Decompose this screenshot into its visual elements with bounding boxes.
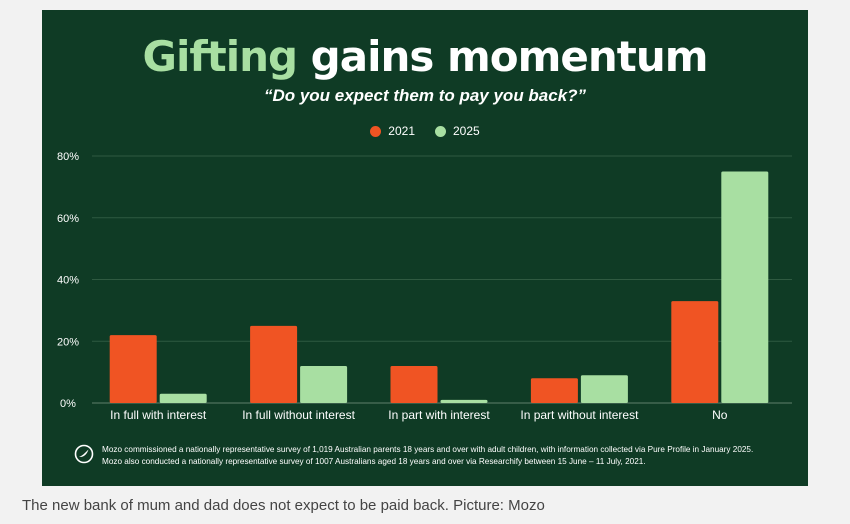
footnote: Mozo commissioned a nationally represent… [74, 444, 794, 468]
infographic-card: Gifting gains momentum “Do you expect th… [42, 10, 808, 486]
x-tick-label-2: In part with interest [388, 408, 490, 422]
x-tick-label-0: In full with interest [110, 408, 207, 422]
footnote-text: Mozo commissioned a nationally represent… [102, 444, 753, 468]
legend-label-0: 2021 [388, 124, 415, 138]
y-tick-label-1: 20% [57, 336, 79, 348]
title-highlight: Gifting [142, 32, 298, 81]
bar-2021-0 [109, 335, 157, 403]
bar-2021-2 [390, 365, 438, 403]
y-tick-label-3: 60% [57, 213, 79, 225]
x-tick-label-3: In part without interest [520, 408, 639, 422]
legend-swatch-0 [370, 125, 382, 137]
bar-2021-4 [671, 301, 719, 403]
y-tick-label-4: 80% [57, 151, 79, 163]
chart-title: Gifting gains momentum [42, 32, 808, 81]
x-tick-label-1: In full without interest [242, 408, 355, 422]
bar-2025-3 [580, 375, 628, 403]
title-rest: gains momentum [297, 32, 709, 81]
bar-2025-4 [721, 171, 769, 403]
legend-item-0: 2021 [370, 124, 415, 138]
image-caption: The new bank of mum and dad does not exp… [22, 497, 545, 514]
bar-2021-3 [530, 378, 578, 403]
y-tick-label-0: 0% [60, 398, 76, 410]
x-tick-label-4: No [712, 408, 728, 422]
y-tick-label-2: 40% [57, 275, 79, 287]
legend-swatch-1 [435, 125, 446, 137]
legend-item-1: 2025 [435, 124, 480, 138]
footnote-line-2: Mozo also conducted a nationally represe… [102, 457, 646, 466]
bar-2021-1 [250, 325, 298, 403]
footnote-line-1: Mozo commissioned a nationally represent… [102, 445, 754, 454]
chart-legend: 2021 2025 [42, 124, 808, 140]
bar-chart: 0% 20% 40% 60% 80% In full with interest In fu… [57, 151, 792, 422]
bar-2025-2 [440, 399, 488, 403]
legend-label-1: 2025 [453, 124, 480, 138]
bar-2025-0 [159, 393, 207, 403]
mozo-logo-icon [74, 444, 94, 464]
bar-2025-1 [300, 365, 348, 403]
chart-subtitle: “Do you expect them to pay you back?” [263, 86, 587, 105]
